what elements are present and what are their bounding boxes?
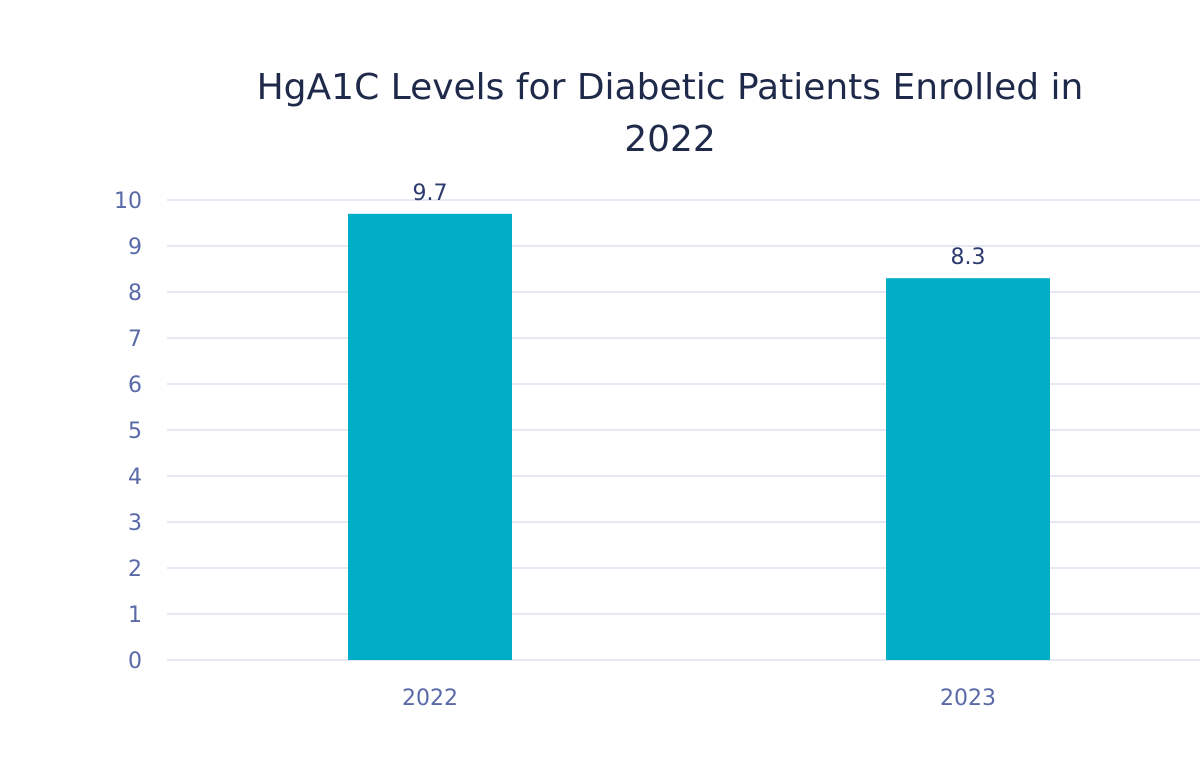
y-tick-label: 0 <box>128 649 142 674</box>
y-tick-label: 9 <box>128 235 142 260</box>
chart-title: HgA1C Levels for Diabetic Patients Enrol… <box>220 62 1120 166</box>
chart-title-line-1: HgA1C Levels for Diabetic Patients Enrol… <box>256 67 1084 108</box>
y-tick-label: 6 <box>128 373 142 398</box>
y-tick-label: 1 <box>128 603 142 628</box>
data-label: 8.3 <box>951 245 986 270</box>
y-tick-label: 4 <box>128 465 142 490</box>
y-tick-label: 2 <box>128 557 142 582</box>
x-tick-label: 2023 <box>940 686 996 711</box>
data-label: 9.7 <box>413 181 448 206</box>
x-tick-label: 2022 <box>402 686 458 711</box>
bar <box>886 278 1050 660</box>
chart-title-line-2: 2022 <box>624 119 716 160</box>
y-tick-label: 8 <box>128 281 142 306</box>
y-tick-label: 7 <box>128 327 142 352</box>
y-tick-label: 3 <box>128 511 142 536</box>
y-tick-label: 10 <box>114 189 142 214</box>
bar <box>348 213 512 661</box>
y-tick-label: 5 <box>128 419 142 444</box>
